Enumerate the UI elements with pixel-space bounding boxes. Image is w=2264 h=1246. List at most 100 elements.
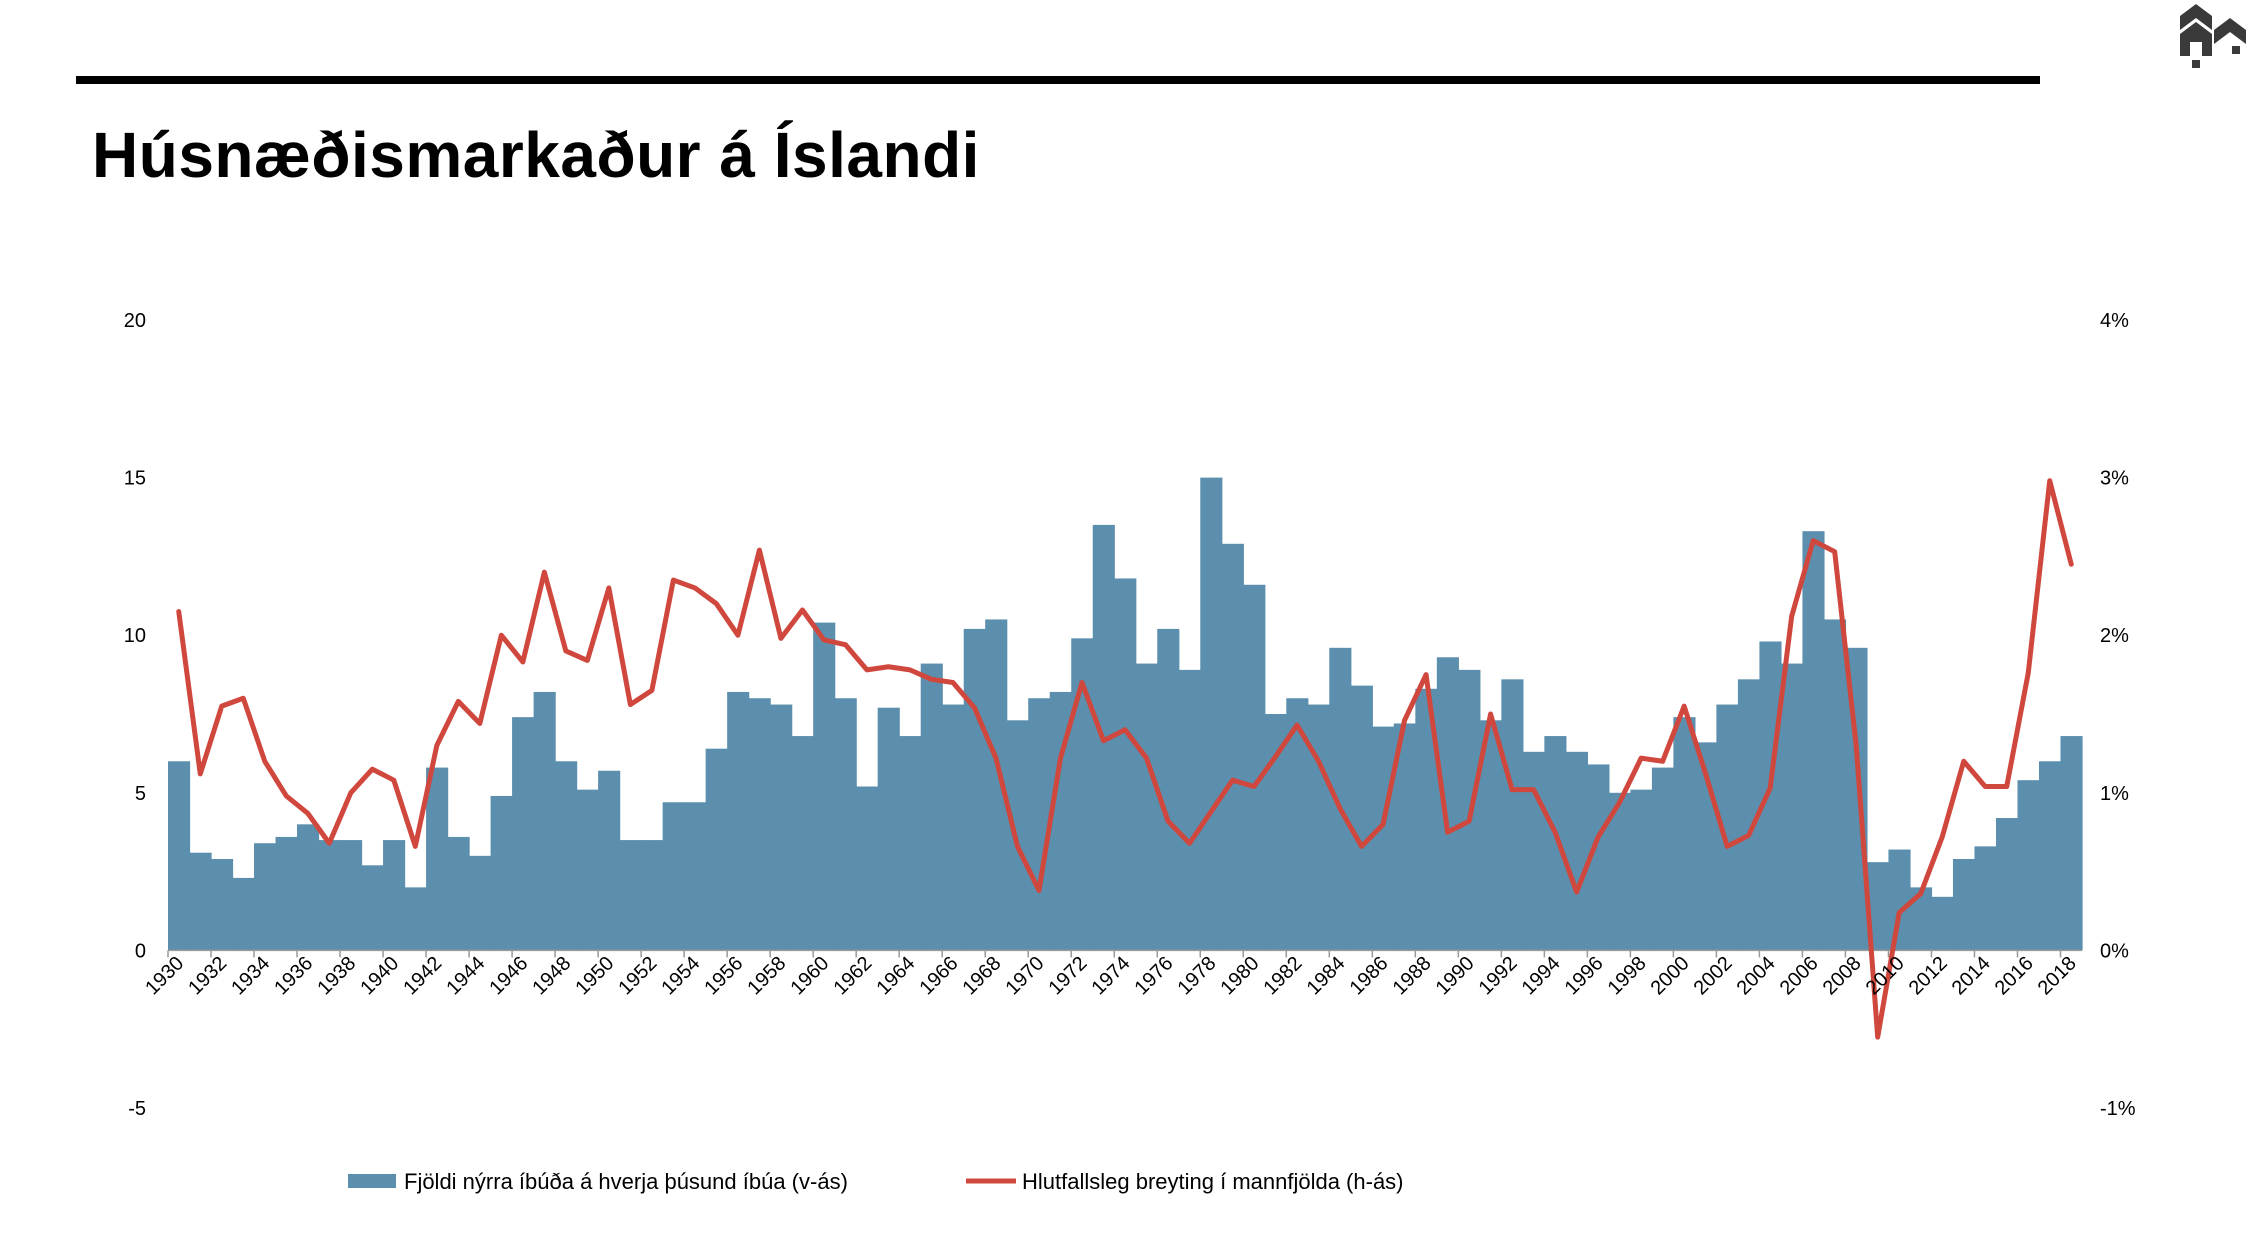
bar-2008	[1845, 647, 1868, 951]
x-tick-label: 1946	[485, 952, 532, 999]
bar-1944	[469, 855, 492, 951]
x-tick-label: 1992	[1475, 952, 1522, 999]
bar-2005	[1780, 663, 1804, 951]
bar-1983	[1307, 704, 1330, 951]
bar-1952	[641, 840, 664, 951]
right-tick-label: 3%	[2100, 468, 2129, 490]
bar-1931	[189, 852, 212, 951]
bar-1941	[404, 887, 427, 951]
x-tick-label: 1944	[442, 952, 489, 999]
bar-1935	[275, 836, 298, 951]
x-tick-label: 2016	[1991, 952, 2038, 999]
x-tick-label: 1972	[1045, 952, 1092, 999]
bar-1996	[1587, 764, 1610, 951]
x-tick-label: 1960	[786, 952, 833, 999]
bar-series	[168, 477, 2083, 951]
x-tick-label: 1994	[1518, 952, 1565, 999]
bar-2013	[1952, 858, 1976, 951]
x-tick-label: 1974	[1088, 952, 1135, 999]
x-tick-label: 1976	[1131, 952, 1178, 999]
x-tick-label: 1952	[614, 952, 661, 999]
x-tick-label: 1934	[227, 952, 274, 999]
logo-icon	[2180, 4, 2246, 68]
bar-1961	[834, 698, 857, 951]
bar-2010	[1888, 849, 1911, 951]
bar-1940	[383, 840, 406, 951]
bar-1966	[942, 704, 965, 951]
bar-1950	[598, 770, 621, 951]
bar-1984	[1329, 647, 1352, 951]
x-tick-label: 1978	[1174, 952, 1221, 999]
x-tick-label: 2004	[1733, 952, 1780, 999]
bar-2007	[1823, 619, 1847, 951]
bar-1985	[1350, 685, 1373, 951]
bar-1987	[1393, 723, 1416, 951]
bar-1967	[963, 628, 986, 951]
x-tick-label: 2000	[1647, 952, 1694, 999]
bar-1989	[1436, 657, 1459, 951]
line-series	[176, 478, 2074, 1040]
bar-1994	[1544, 736, 1567, 951]
page-title: Húsnæðismarkaður á Íslandi	[92, 119, 980, 191]
left-tick-label: -5	[128, 1098, 146, 1120]
left-tick-label: 10	[124, 625, 146, 647]
bar-1933	[232, 877, 255, 951]
bar-1957	[748, 698, 771, 951]
bar-2014	[1974, 846, 1997, 951]
x-tick-label: 1990	[1432, 952, 1479, 999]
bar-1951	[619, 840, 642, 951]
bar-2015	[1995, 818, 2019, 951]
x-tick-label: 1964	[872, 952, 919, 999]
x-tick-label: 1942	[399, 952, 446, 999]
bar-1999	[1651, 767, 1674, 951]
x-tick-label: 1984	[1303, 952, 1350, 999]
x-tick-label: 1998	[1604, 952, 1651, 999]
x-tick-label: 2008	[1819, 952, 1866, 999]
x-tick-label: 2002	[1690, 952, 1737, 999]
bar-1949	[576, 789, 599, 951]
bar-1982	[1286, 698, 1309, 951]
x-tick-label: 2014	[1948, 952, 1995, 999]
bar-1962	[856, 786, 879, 951]
x-tick-label: 2012	[1905, 952, 1952, 999]
bar-1991	[1479, 720, 1502, 951]
x-tick-label: 1938	[313, 952, 360, 999]
bar-2011	[1909, 887, 1933, 951]
x-tick-label: 1956	[700, 952, 747, 999]
legend-bar-label: Fjöldi nýrra íbúða á hverja þúsund íbúa …	[404, 1169, 848, 1194]
bar-2017	[2038, 761, 2062, 951]
bar-1975	[1135, 663, 1158, 951]
bar-1945	[490, 795, 513, 951]
bar-1958	[770, 704, 793, 951]
bar-1993	[1522, 751, 1545, 951]
bar-1980	[1243, 584, 1266, 951]
bar-2012	[1931, 896, 1954, 951]
bar-1954	[684, 802, 707, 951]
x-tick-label: 1986	[1346, 952, 1393, 999]
bar-1960	[813, 622, 836, 951]
x-tick-label: 1962	[829, 952, 876, 999]
bar-1968	[985, 619, 1008, 951]
bar-1974	[1114, 578, 1137, 951]
left-tick-label: 20	[124, 310, 146, 332]
bar-1965	[920, 663, 943, 951]
x-tick-label: 1982	[1260, 952, 1307, 999]
x-tick-label: 1940	[356, 952, 403, 999]
right-tick-label: 2%	[2100, 625, 2129, 647]
bar-1942	[426, 767, 449, 951]
right-axis-ticks: 4% 3% 2% 1% 0% -1%	[2100, 310, 2136, 1120]
bar-1986	[1372, 726, 1395, 951]
bar-2018	[2060, 736, 2083, 951]
bar-1955	[705, 748, 728, 951]
x-tick-label: 1966	[915, 952, 962, 999]
left-tick-label: 15	[124, 468, 146, 490]
bar-1948	[555, 761, 578, 951]
bar-1947	[533, 691, 556, 951]
bar-2016	[2017, 780, 2040, 951]
bar-1979	[1221, 543, 1244, 951]
right-tick-label: 0%	[2100, 940, 2129, 962]
x-tick-label: 2006	[1776, 952, 1823, 999]
left-axis-ticks: 20 15 10 5 0 -5	[124, 310, 146, 1120]
left-tick-label: 5	[135, 783, 146, 805]
x-tick-label: 1930	[141, 952, 188, 999]
